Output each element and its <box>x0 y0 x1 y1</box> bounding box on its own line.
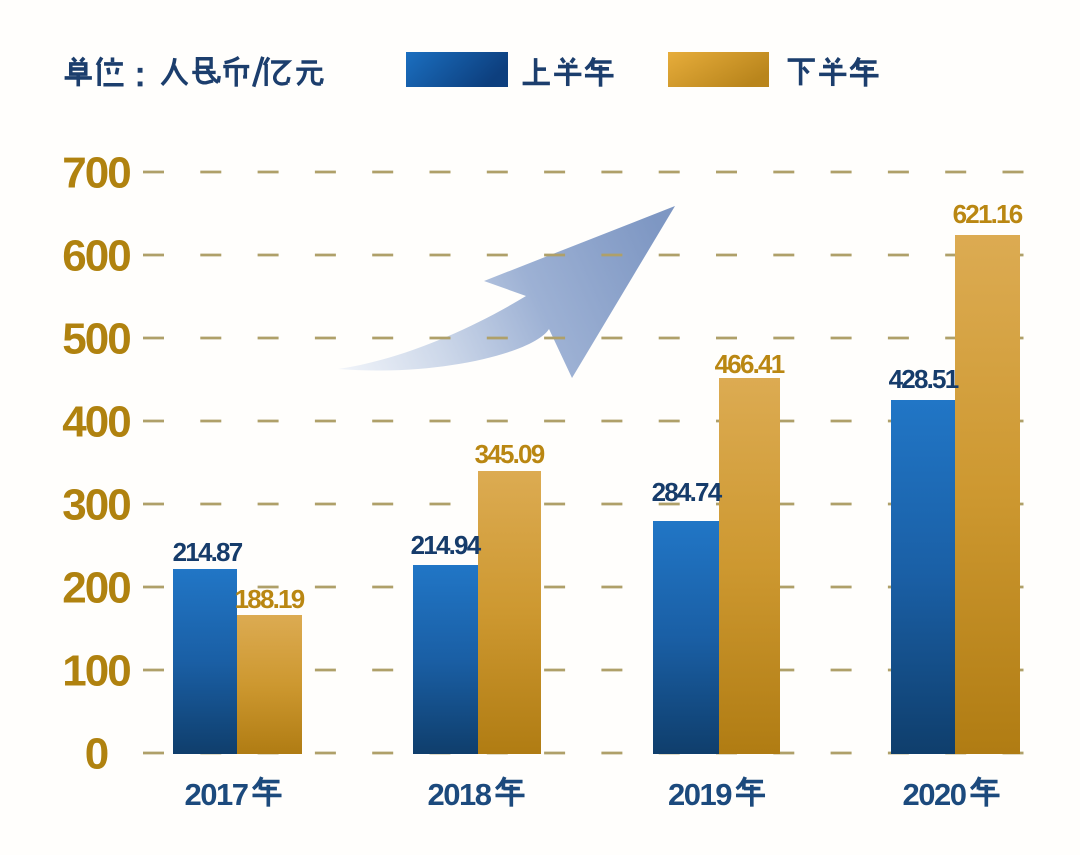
svg-text:400: 400 <box>62 397 130 446</box>
svg-text:2020: 2020 <box>903 777 966 812</box>
svg-text:500: 500 <box>62 314 130 363</box>
svg-text:428.51: 428.51 <box>889 364 959 394</box>
svg-text:2019: 2019 <box>668 777 732 812</box>
svg-text:0: 0 <box>85 729 108 778</box>
svg-text:300: 300 <box>62 480 130 529</box>
svg-text:600: 600 <box>62 231 130 280</box>
svg-text:621.16: 621.16 <box>953 199 1023 229</box>
svg-text:466.41: 466.41 <box>715 349 785 379</box>
svg-text:2017: 2017 <box>185 777 248 812</box>
svg-text:345.09: 345.09 <box>475 439 545 469</box>
svg-text:188.19: 188.19 <box>235 584 305 614</box>
svg-text:200: 200 <box>62 563 130 612</box>
svg-text:100: 100 <box>62 646 130 695</box>
svg-text:214.94: 214.94 <box>411 530 482 560</box>
svg-text:700: 700 <box>62 148 130 197</box>
svg-text:284.74: 284.74 <box>652 477 723 507</box>
svg-text:2018: 2018 <box>428 777 492 812</box>
svg-text:214.87: 214.87 <box>173 537 243 567</box>
